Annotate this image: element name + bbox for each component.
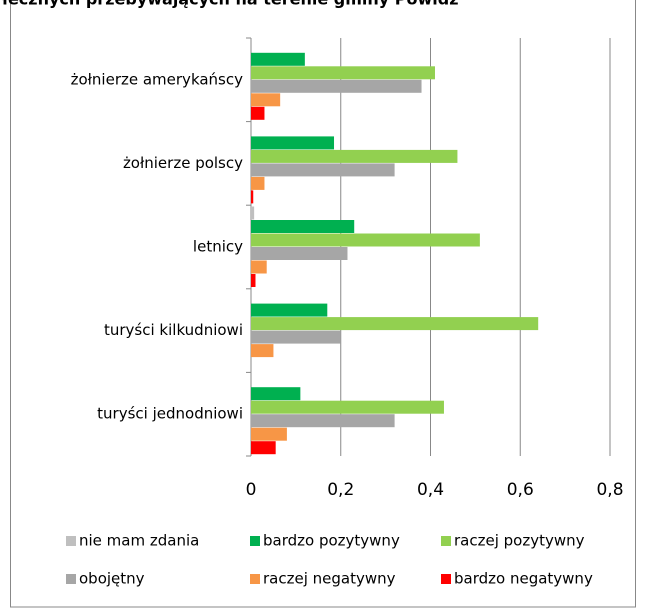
bar <box>251 163 395 177</box>
legend-label: bardzo pozytywny <box>263 532 400 550</box>
legend-swatch <box>441 536 451 546</box>
legend-swatch <box>66 536 76 546</box>
x-tick-label: 0 <box>246 480 257 500</box>
legend-swatch <box>250 536 260 546</box>
bar <box>251 52 305 66</box>
x-tick-label: 0,8 <box>596 480 623 500</box>
bar <box>251 387 301 401</box>
legend-label: nie mam zdania <box>79 532 199 550</box>
y-tick-label: żołnierze amerykańscy <box>71 70 244 88</box>
bar <box>251 400 444 414</box>
bar <box>251 136 335 150</box>
bar <box>251 66 435 80</box>
bar <box>251 176 265 190</box>
x-tick-label: 0,2 <box>327 480 354 500</box>
legend-swatch <box>250 574 260 584</box>
legend-swatch <box>441 574 451 584</box>
bar <box>251 441 276 455</box>
bar <box>251 93 281 107</box>
legend-label: raczej negatywny <box>263 570 396 588</box>
bar <box>251 190 254 204</box>
legend-label: raczej pozytywny <box>454 532 585 550</box>
bar <box>251 260 267 274</box>
x-tick-label: 0,4 <box>417 480 444 500</box>
bar <box>251 427 287 441</box>
chart-title: łecznych przebywających na terenie gminy… <box>1 0 459 9</box>
x-tick-label: 0,6 <box>507 480 534 500</box>
y-tick-label: turyści kilkudniowi <box>104 321 243 339</box>
bar <box>251 330 341 344</box>
legend-label: obojętny <box>79 570 145 588</box>
bar <box>251 106 265 120</box>
y-tick-label: letnicy <box>193 238 243 256</box>
bar <box>251 206 255 220</box>
legend-swatch <box>66 574 76 584</box>
y-tick-label: żołnierze polscy <box>123 154 243 172</box>
legend-label: bardzo negatywny <box>454 570 593 588</box>
bar <box>251 220 355 233</box>
chart-border <box>10 0 636 608</box>
bar <box>251 274 256 287</box>
y-tick-label: turyści jednodniowi <box>97 405 243 423</box>
bar <box>251 303 328 317</box>
bar <box>251 149 458 163</box>
bar <box>251 79 422 93</box>
bar <box>251 247 348 260</box>
bar <box>251 233 480 247</box>
bar <box>251 344 274 358</box>
bar <box>251 414 395 428</box>
bar <box>251 317 539 331</box>
